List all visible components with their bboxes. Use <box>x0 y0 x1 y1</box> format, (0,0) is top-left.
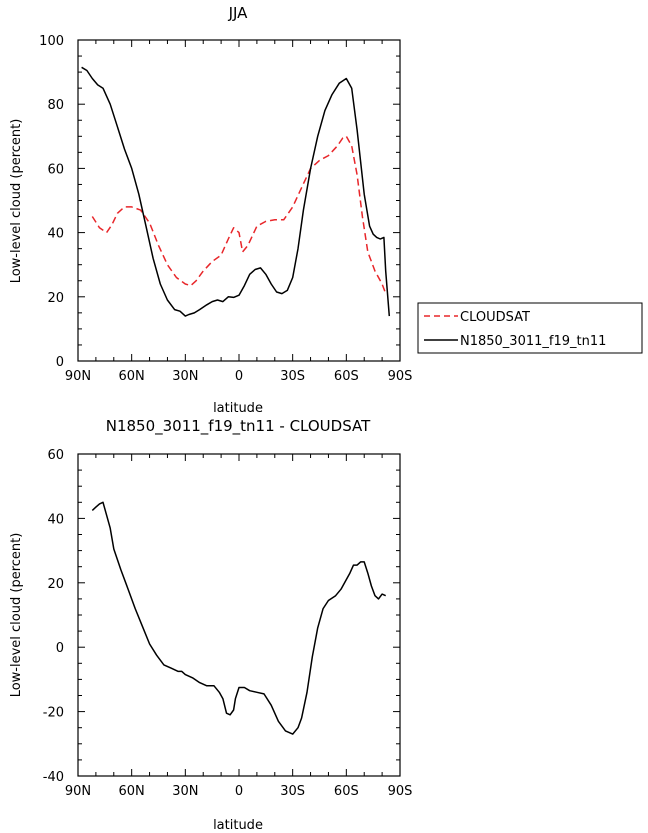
x-tick-label: 60N <box>119 369 145 384</box>
x-tick-label: 30N <box>172 369 198 384</box>
series-line-difference <box>91 501 387 735</box>
bottom-chart-series <box>91 501 387 735</box>
x-tick-label: 90S <box>388 784 413 799</box>
y-tick-label: -20 <box>43 706 64 721</box>
x-tick-label: 30S <box>280 784 305 799</box>
series-line-n1850-3011-f19-tn11 <box>81 66 391 317</box>
top-chart-xlabel: latitude <box>213 401 263 416</box>
x-tick-label: 30S <box>280 369 305 384</box>
bottom-chart-xlabel: latitude <box>213 818 263 833</box>
top-chart: JJA Low-level cloud (percent) latitude 9… <box>9 4 643 416</box>
x-tick-label: 0 <box>235 784 243 799</box>
y-tick-label: 20 <box>47 291 64 306</box>
y-tick-label: 0 <box>56 355 64 370</box>
top-chart-title: JJA <box>228 4 249 22</box>
top-chart-frame <box>77 39 401 362</box>
series-line-cloudsat <box>91 135 387 294</box>
bottom-chart-ticks: 90N 60N 30N 0 30S 60S 90S -40 -20 0 20 40 60 <box>43 448 413 799</box>
legend-label-cloudsat: CLOUDSAT <box>460 310 530 325</box>
bottom-chart-title: N1850_3011_f19_tn11 - CLOUDSAT <box>106 417 371 436</box>
x-tick-label: 30N <box>172 784 198 799</box>
legend-box <box>417 302 643 354</box>
y-tick-label: 40 <box>47 512 64 527</box>
x-tick-label: 90N <box>65 784 91 799</box>
top-chart-series <box>81 66 391 317</box>
y-tick-label: -40 <box>43 770 64 785</box>
x-tick-label: 0 <box>235 369 243 384</box>
top-chart-ylabel: Low-level cloud (percent) <box>9 119 24 284</box>
y-tick-label: 60 <box>47 162 64 177</box>
y-tick-label: 0 <box>56 641 64 656</box>
y-tick-label: 20 <box>47 577 64 592</box>
legend: CLOUDSAT N1850_3011_f19_tn11 <box>417 302 643 354</box>
bottom-chart-ylabel: Low-level cloud (percent) <box>9 533 24 698</box>
legend-label-model: N1850_3011_f19_tn11 <box>460 334 606 349</box>
y-tick-label: 60 <box>47 448 64 463</box>
y-tick-label: 100 <box>39 34 64 49</box>
y-tick-label: 80 <box>47 98 64 113</box>
top-chart-ticks: 90N 60N 30N 0 30S 60S 90S 0 20 40 60 80 100 <box>39 34 412 384</box>
x-tick-label: 90N <box>65 369 91 384</box>
x-tick-label: 60N <box>119 784 145 799</box>
x-tick-label: 90S <box>388 369 413 384</box>
bottom-chart: N1850_3011_f19_tn11 - CLOUDSAT Low-level… <box>9 417 412 833</box>
x-tick-label: 60S <box>334 369 359 384</box>
bottom-chart-frame <box>77 453 401 777</box>
x-tick-label: 60S <box>334 784 359 799</box>
y-tick-label: 40 <box>47 227 64 242</box>
